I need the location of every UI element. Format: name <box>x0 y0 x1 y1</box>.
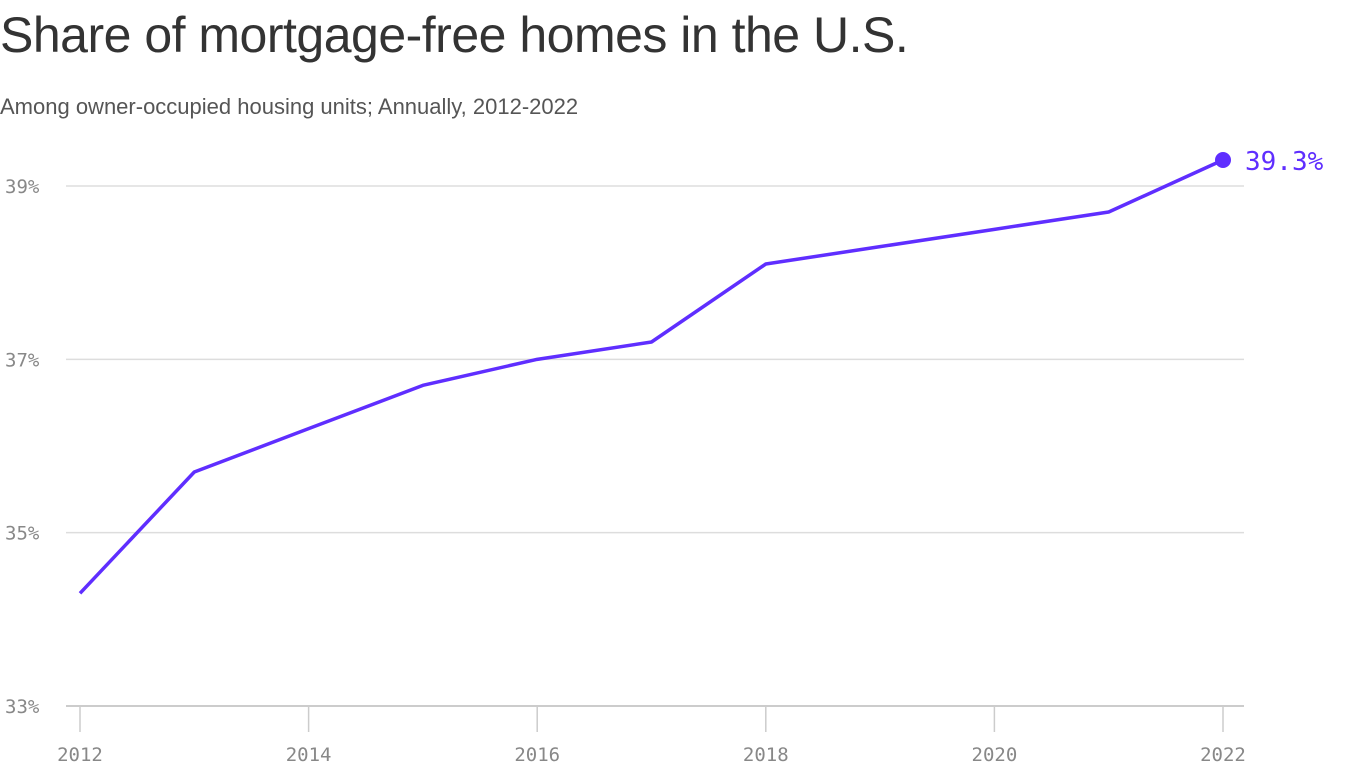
chart-title: Share of mortgage-free homes in the U.S. <box>0 7 909 63</box>
chart-subtitle: Among owner-occupied housing units; Annu… <box>0 94 579 119</box>
x-tick-label: 2014 <box>286 744 332 766</box>
y-tick-label: 35% <box>5 523 40 545</box>
series-line <box>78 158 1224 595</box>
y-tick-label: 33% <box>5 696 40 718</box>
end-value-label: 39.3% <box>1245 147 1324 177</box>
y-tick-label: 39% <box>5 176 40 198</box>
x-tick-label: 2020 <box>972 744 1018 766</box>
y-tick-label: 37% <box>5 349 40 371</box>
x-tick-label: 2018 <box>743 744 789 766</box>
data-point <box>1215 152 1231 168</box>
x-tick-label: 2016 <box>514 744 560 766</box>
x-tick-label: 2022 <box>1200 744 1246 766</box>
x-tick-label: 2012 <box>57 744 103 766</box>
